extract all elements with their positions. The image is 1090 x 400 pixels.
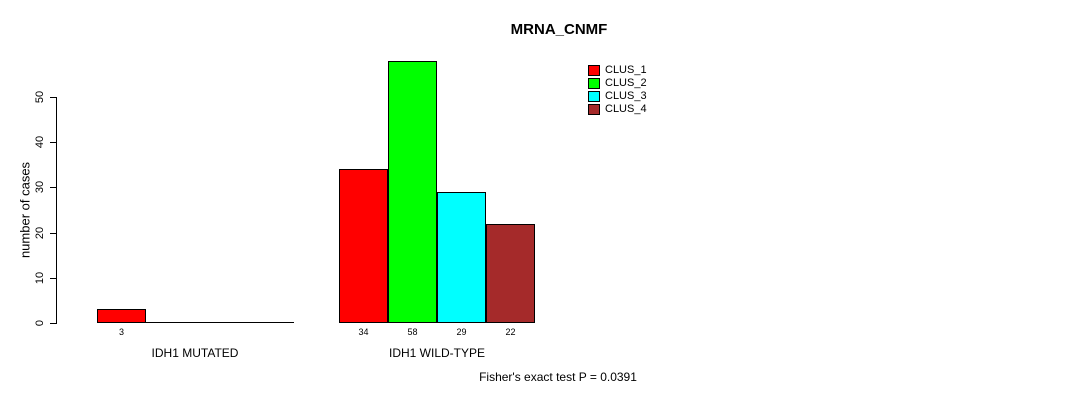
zero-bar-baseline-clus-4-idh1-mutated (244, 322, 294, 323)
bar-value-label: 34 (358, 327, 369, 337)
bar-value-label: 3 (118, 327, 125, 337)
legend-label-clus-3: CLUS_3 (605, 90, 647, 102)
y-tick-label: 20 (34, 226, 46, 240)
legend: CLUS_1 CLUS_2 CLUS_3 CLUS_4 (588, 64, 647, 116)
y-tick-label: 0 (34, 319, 46, 327)
y-tick-mark (50, 278, 56, 279)
legend-swatch-clus-3 (588, 91, 600, 102)
legend-row-clus-3: CLUS_3 (588, 90, 647, 103)
legend-row-clus-4: CLUS_4 (588, 103, 647, 116)
bar-value-label: 29 (456, 327, 467, 337)
legend-label-clus-4: CLUS_4 (605, 103, 647, 115)
category-label-idh1-mutated: IDH1 MUTATED (151, 346, 239, 360)
y-tick-label: 10 (34, 271, 46, 285)
bar-clus-2-idh1-wild-type (388, 61, 437, 323)
y-tick-label: 50 (34, 90, 46, 104)
y-tick-mark (50, 97, 56, 98)
bar-clus-4-idh1-wild-type (486, 224, 535, 323)
legend-row-clus-1: CLUS_1 (588, 64, 647, 77)
y-axis-title: number of cases (17, 161, 33, 259)
legend-swatch-clus-2 (588, 78, 600, 89)
chart-title: MRNA_CNMF (510, 21, 608, 38)
y-tick-mark (50, 187, 56, 188)
legend-swatch-clus-4 (588, 104, 600, 115)
y-tick-label: 30 (34, 180, 46, 194)
zero-bar-baseline-clus-3-idh1-mutated (195, 322, 245, 323)
bar-value-label: 58 (407, 327, 418, 337)
bar-clus-3-idh1-wild-type (437, 192, 486, 323)
y-axis-line (56, 97, 57, 324)
legend-swatch-clus-1 (588, 65, 600, 76)
legend-label-clus-2: CLUS_2 (605, 77, 647, 89)
y-tick-mark (50, 142, 56, 143)
legend-row-clus-2: CLUS_2 (588, 77, 647, 90)
annotation-fisher-test: Fisher's exact test P = 0.0391 (479, 370, 637, 384)
bar-clus-1-idh1-mutated (97, 309, 146, 323)
y-tick-mark (50, 323, 56, 324)
y-tick-mark (50, 233, 56, 234)
y-tick-label: 40 (34, 135, 46, 149)
legend-label-clus-1: CLUS_1 (605, 64, 647, 76)
zero-bar-baseline-clus-2-idh1-mutated (146, 322, 196, 323)
category-label-idh1-wild-type: IDH1 WILD-TYPE (388, 346, 486, 360)
bar-value-label: 22 (505, 327, 516, 337)
bar-clus-1-idh1-wild-type (339, 169, 388, 323)
